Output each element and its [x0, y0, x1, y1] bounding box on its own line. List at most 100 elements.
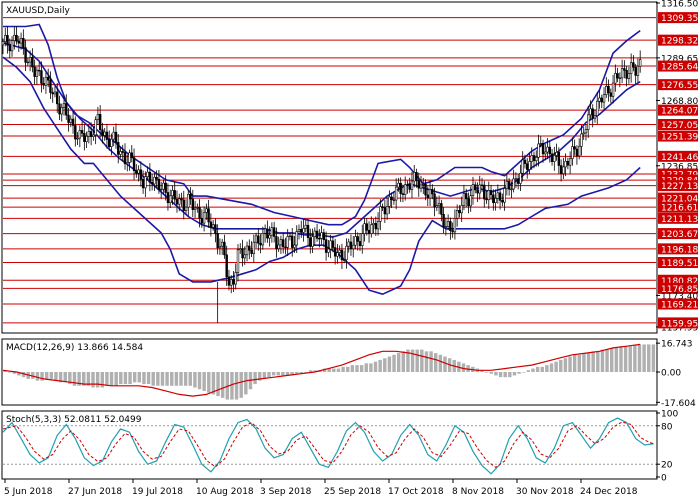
- candle-body: [83, 133, 86, 142]
- price-tag-label: 1180.82: [661, 277, 698, 287]
- candle-body: [462, 193, 466, 206]
- candle-body: [284, 246, 287, 249]
- bollinger-middle: [2, 42, 641, 238]
- candle-body: [126, 162, 129, 165]
- price-label: 1236.85: [661, 162, 698, 172]
- macd-bar: [188, 372, 192, 386]
- candle-body: [367, 229, 371, 234]
- candle-body: [148, 171, 152, 183]
- macd-bar: [633, 344, 637, 372]
- candle-body: [455, 210, 459, 219]
- macd-bar: [378, 359, 382, 372]
- candle-body: [440, 203, 443, 215]
- candle-body: [598, 97, 601, 102]
- candle-body: [178, 198, 181, 205]
- macd-bar: [207, 372, 211, 393]
- macd-bar: [267, 372, 271, 378]
- macd-bar: [128, 372, 132, 385]
- price-candles: [1, 26, 642, 323]
- candle-body: [379, 206, 382, 222]
- time-axis: 5 Jun 2018 27 Jun 2018 19 Jul 2018 10 Aug 2…: [4, 479, 638, 497]
- candle-body: [94, 119, 97, 136]
- candle-body: [589, 108, 592, 116]
- macd-bar: [276, 372, 280, 376]
- candle-body: [69, 118, 72, 123]
- candle-body: [433, 193, 436, 208]
- candle-body: [288, 235, 292, 238]
- macd-bar: [281, 372, 285, 376]
- candle-body: [465, 193, 468, 200]
- candle-body: [489, 190, 493, 196]
- candle-body: [295, 231, 298, 246]
- macd-bar: [156, 372, 160, 386]
- macd-bar: [170, 372, 174, 386]
- macd-bar: [68, 372, 72, 385]
- candle-body: [449, 221, 452, 231]
- candle-body: [638, 59, 642, 67]
- candle-body: [10, 40, 14, 52]
- price-tag-label: 1216.61: [661, 204, 698, 214]
- candle-body: [28, 57, 32, 63]
- macd-bar: [572, 354, 577, 372]
- candle-body: [164, 182, 167, 193]
- candle-body: [191, 198, 194, 210]
- price-tag-bg: [658, 274, 698, 286]
- macd-bar: [313, 370, 318, 372]
- candle-body: [300, 229, 303, 233]
- macd-bar: [628, 346, 632, 372]
- candle-body: [313, 230, 317, 237]
- candle-body: [636, 65, 640, 76]
- candle-body: [403, 184, 407, 195]
- macd-bar: [109, 372, 114, 386]
- macd-bar: [197, 372, 202, 390]
- macd-bar: [346, 366, 350, 372]
- candle-body: [605, 85, 608, 95]
- time-label: 3 Sep 2018: [260, 487, 312, 497]
- macd-bar: [295, 372, 299, 374]
- candle-body: [548, 146, 552, 155]
- candle-body: [200, 217, 204, 224]
- candle-body: [46, 76, 50, 81]
- candle-body: [51, 92, 54, 95]
- macd-bar: [438, 354, 443, 372]
- price-tag-label: 1159.95: [661, 319, 698, 329]
- candle-body: [392, 199, 396, 201]
- candle-body: [234, 272, 237, 285]
- stoch-plot: [2, 417, 656, 475]
- candle-body: [281, 239, 285, 248]
- candle-body: [137, 169, 140, 174]
- price-tag-label: 1169.21: [661, 300, 698, 310]
- macd-bar: [336, 368, 341, 372]
- macd-axis-label: 0.00: [661, 369, 681, 379]
- candle-body: [44, 76, 48, 86]
- macd-bar: [40, 372, 44, 381]
- candle-body: [279, 239, 283, 246]
- macd-bar: [554, 361, 558, 372]
- price-tag-bg: [658, 282, 698, 294]
- candle-body: [446, 221, 450, 227]
- macd-bar: [443, 356, 447, 372]
- candle-body: [370, 224, 373, 234]
- candle-body: [13, 34, 16, 41]
- candle-body: [220, 241, 224, 247]
- macd-bar: [95, 372, 100, 388]
- candle-body: [614, 73, 617, 84]
- bollinger-lower: [2, 56, 641, 296]
- price-tag-bg: [658, 201, 698, 213]
- macd-bar: [299, 372, 304, 374]
- candle-body: [309, 237, 312, 247]
- candle-body: [399, 182, 402, 194]
- candle-body: [268, 234, 271, 239]
- candle-body: [272, 227, 276, 237]
- candle-body: [347, 241, 350, 247]
- candle-body: [236, 249, 240, 273]
- candle-body: [155, 176, 158, 180]
- candle-body: [6, 35, 9, 46]
- candle-body: [401, 193, 405, 195]
- candle-body: [254, 235, 258, 243]
- candle-body: [537, 143, 540, 158]
- price-tag-bg: [658, 150, 698, 162]
- price-tag-bg: [658, 34, 698, 46]
- candle-body: [324, 239, 328, 253]
- candle-body: [286, 236, 289, 248]
